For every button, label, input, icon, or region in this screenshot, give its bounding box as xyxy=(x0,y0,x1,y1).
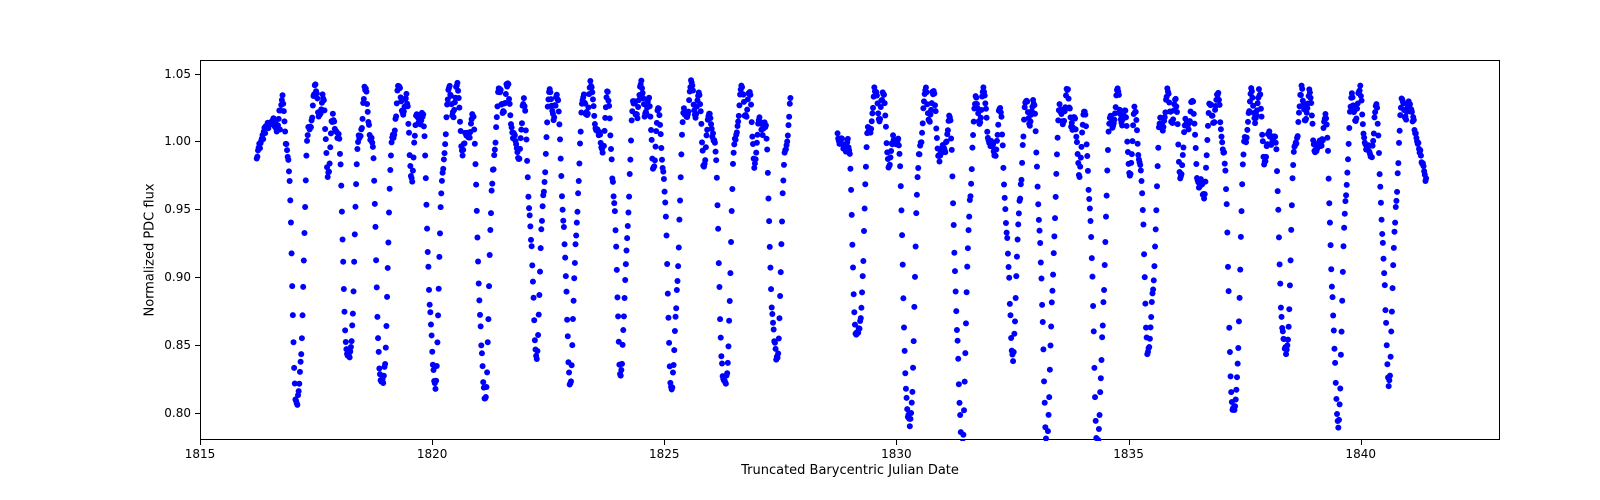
y-tick-mark xyxy=(195,413,200,414)
y-axis-label: Normalized PDC flux xyxy=(143,183,158,316)
scatter-plot xyxy=(201,61,1501,441)
y-tick-label: 0.95 xyxy=(164,202,191,216)
y-tick-mark xyxy=(195,141,200,142)
y-tick-label: 0.80 xyxy=(164,406,191,420)
y-tick-label: 0.85 xyxy=(164,338,191,352)
y-tick-mark xyxy=(195,345,200,346)
y-tick-mark xyxy=(195,74,200,75)
x-tick-label: 1840 xyxy=(1345,447,1376,461)
x-tick-label: 1825 xyxy=(649,447,680,461)
y-tick-label: 1.05 xyxy=(164,67,191,81)
x-tick-mark xyxy=(1361,440,1362,445)
x-tick-label: 1830 xyxy=(881,447,912,461)
plot-axes xyxy=(200,60,1500,440)
x-tick-mark xyxy=(200,440,201,445)
x-tick-label: 1820 xyxy=(417,447,448,461)
x-tick-label: 1835 xyxy=(1113,447,1144,461)
y-tick-label: 1.00 xyxy=(164,134,191,148)
y-tick-mark xyxy=(195,277,200,278)
y-tick-label: 0.90 xyxy=(164,270,191,284)
y-tick-mark xyxy=(195,209,200,210)
x-tick-mark xyxy=(432,440,433,445)
figure: 1815 1820 1825 1830 1835 1840 0.80 0.85 0.90 0.9… xyxy=(0,0,1600,500)
x-axis-label: Truncated Barycentric Julian Date xyxy=(741,463,959,478)
x-tick-mark xyxy=(896,440,897,445)
x-tick-mark xyxy=(664,440,665,445)
x-tick-label: 1815 xyxy=(185,447,216,461)
x-tick-mark xyxy=(1129,440,1130,445)
